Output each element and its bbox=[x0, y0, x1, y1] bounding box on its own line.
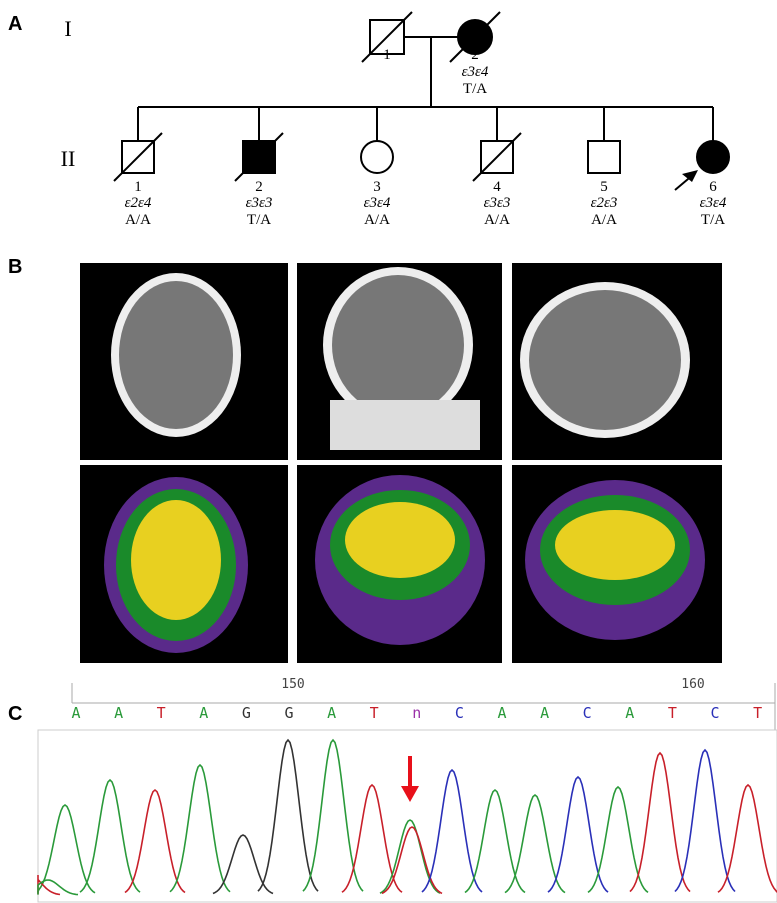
base-call: C bbox=[455, 704, 464, 722]
trace-peak bbox=[381, 826, 443, 895]
allele: A/A bbox=[125, 212, 151, 228]
base-call: T bbox=[370, 704, 379, 722]
individual-number: 5 bbox=[600, 179, 608, 195]
brain-scans bbox=[80, 263, 722, 663]
base-call: C bbox=[710, 704, 719, 722]
genotype: ε3ε3 bbox=[246, 195, 273, 211]
genotype: ε2ε4 bbox=[125, 195, 152, 211]
base-call: G bbox=[284, 704, 293, 722]
chromatogram bbox=[37, 738, 777, 896]
panel-label: C bbox=[8, 703, 22, 725]
genotype: ε3ε4 bbox=[700, 195, 727, 211]
sequence-frame bbox=[37, 683, 777, 903]
trace-peak bbox=[37, 804, 96, 894]
individual-number: 2 bbox=[471, 47, 479, 63]
base-call: C bbox=[583, 704, 592, 722]
trace-peak bbox=[587, 785, 649, 894]
allele: T/A bbox=[247, 212, 271, 228]
base-call: G bbox=[242, 704, 251, 722]
allele: A/A bbox=[364, 212, 390, 228]
allele: T/A bbox=[701, 212, 725, 228]
trace-peak bbox=[504, 793, 566, 894]
genotype: ε3ε4 bbox=[364, 195, 391, 211]
position-label: 160 bbox=[681, 677, 704, 692]
individual-number: 3 bbox=[373, 179, 381, 195]
panel-label: B bbox=[8, 256, 22, 278]
trace-peak bbox=[379, 819, 441, 894]
trace-peak bbox=[421, 768, 483, 893]
generation-label: II bbox=[61, 146, 76, 171]
base-call: A bbox=[625, 704, 634, 722]
pedigree-symbols bbox=[113, 11, 730, 191]
trace-peak bbox=[547, 775, 609, 893]
panel-label: A bbox=[8, 13, 22, 35]
trace-peak bbox=[629, 751, 691, 893]
base-call: T bbox=[668, 704, 677, 722]
trace-peak bbox=[674, 748, 736, 893]
genotype: ε2ε3 bbox=[591, 195, 618, 211]
base-call: A bbox=[497, 704, 506, 722]
position-label: 150 bbox=[281, 677, 304, 692]
allele: A/A bbox=[591, 212, 617, 228]
genotype: ε3ε4 bbox=[462, 64, 489, 80]
allele: A/A bbox=[484, 212, 510, 228]
base-call: A bbox=[540, 704, 549, 722]
allele: T/A bbox=[463, 81, 487, 97]
individual-number: 4 bbox=[493, 179, 501, 195]
trace-peak bbox=[124, 788, 186, 894]
base-call: T bbox=[157, 704, 166, 722]
pedigree-lines bbox=[137, 36, 714, 141]
genotype: ε3ε3 bbox=[484, 195, 511, 211]
individual-number: 6 bbox=[709, 179, 717, 195]
trace-peak bbox=[302, 738, 364, 892]
individual-number: 1 bbox=[134, 179, 142, 195]
trace-peak bbox=[464, 788, 526, 894]
trace-peak bbox=[257, 738, 319, 892]
generation-label: I bbox=[64, 16, 71, 41]
base-call: A bbox=[71, 704, 80, 722]
base-call: A bbox=[114, 704, 123, 722]
base-call: A bbox=[199, 704, 208, 722]
base-call: A bbox=[327, 704, 336, 722]
individual-number: 1 bbox=[383, 47, 391, 63]
trace-peak bbox=[79, 778, 141, 893]
base-call: n bbox=[412, 704, 421, 722]
individual-number: 2 bbox=[255, 179, 263, 195]
trace-peak bbox=[341, 783, 403, 893]
trace-peak bbox=[169, 763, 231, 893]
base-call: T bbox=[753, 704, 762, 722]
trace-peak bbox=[212, 834, 274, 895]
mutation-arrow bbox=[401, 756, 419, 802]
trace-peak bbox=[717, 783, 777, 893]
trace-peak bbox=[37, 879, 79, 896]
